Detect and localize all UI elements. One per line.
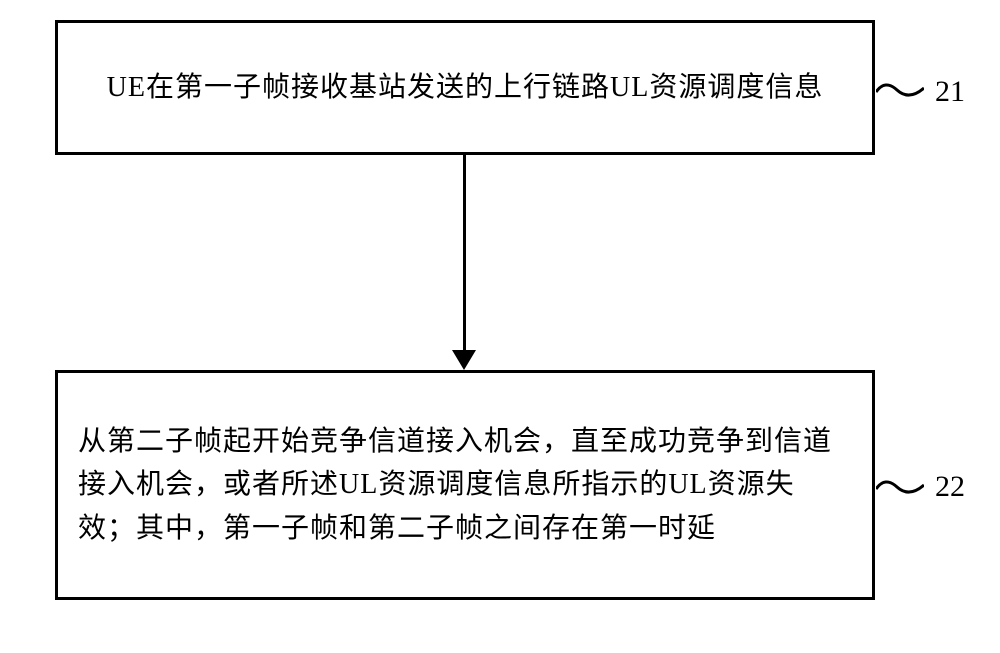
flow-step-2-text: 从第二子帧起开始竞争信道接入机会，直至成功竞争到信道接入机会，或者所述UL资源调… <box>78 420 852 550</box>
connector-tilde-1 <box>876 80 924 100</box>
step-label-21: 21 <box>935 75 965 109</box>
arrow-head-icon <box>452 350 476 370</box>
flow-step-1: UE在第一子帧接收基站发送的上行链路UL资源调度信息 <box>55 20 875 155</box>
flow-step-1-text: UE在第一子帧接收基站发送的上行链路UL资源调度信息 <box>107 66 824 109</box>
flow-step-2: 从第二子帧起开始竞争信道接入机会，直至成功竞争到信道接入机会，或者所述UL资源调… <box>55 370 875 600</box>
step-label-22: 22 <box>935 470 965 504</box>
arrow-shaft <box>463 155 466 355</box>
connector-tilde-2 <box>876 477 924 497</box>
